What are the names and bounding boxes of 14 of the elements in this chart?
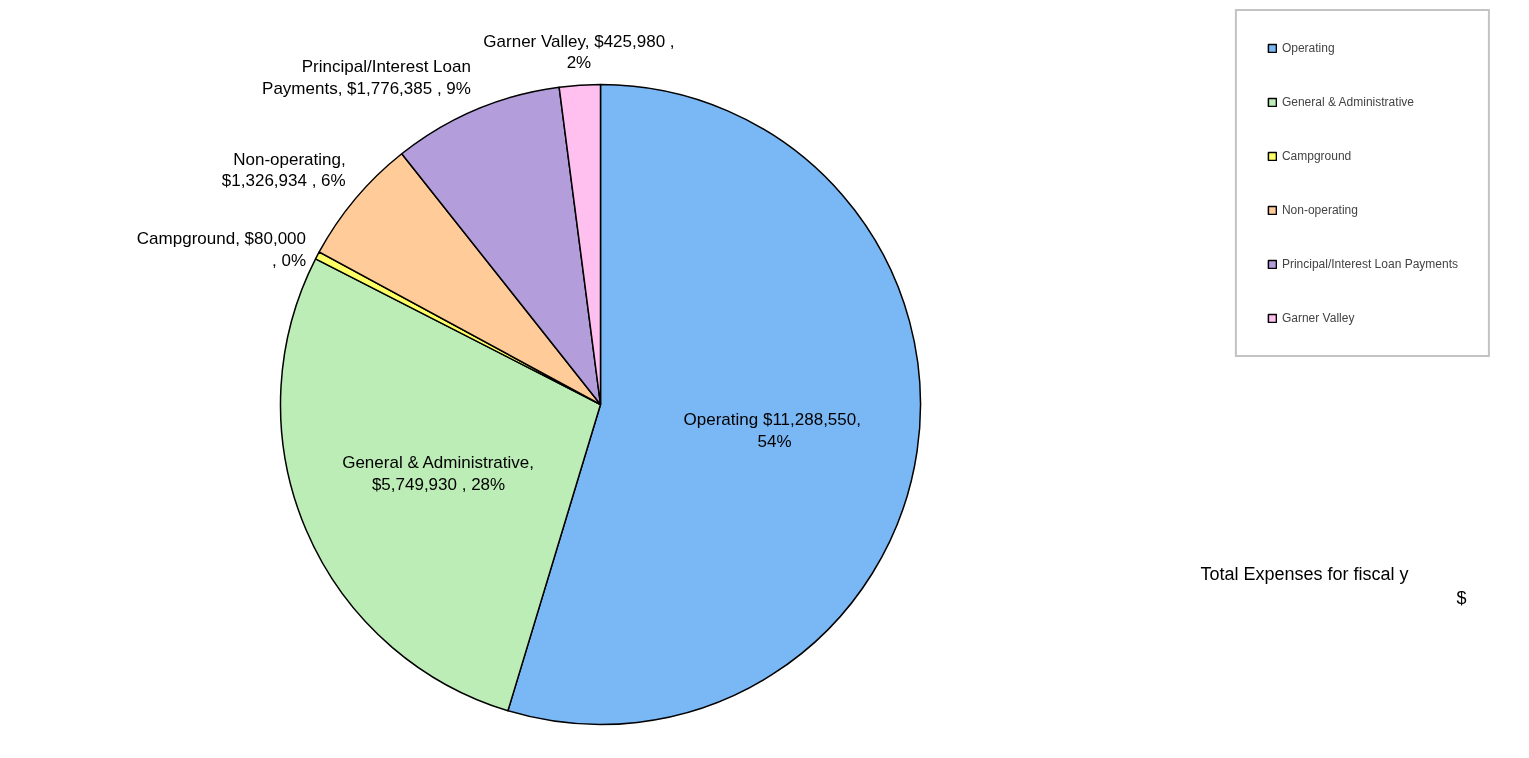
data-label: Non-operating, $1,326,934 , 6%	[221, 149, 346, 191]
text: Total Expenses for fiscal y	[1200, 564, 1409, 585]
data-label: Operating $11,288,550, 54%	[683, 409, 861, 451]
data-label: General & Administrative, $5,749,930 , 28%	[342, 453, 534, 494]
data-label: Garner Valley, $425,980 , 2%	[483, 31, 675, 73]
data-label: Campground, $80,000 , 0%	[136, 229, 307, 270]
legend-label: Garner Valley	[1281, 311, 1355, 325]
data-label: Principal/Interest Loan Payments, $1,776,385 , 9%	[262, 57, 471, 98]
legend-label: Campground	[1281, 149, 1352, 163]
legend-label: Non-operating	[1281, 203, 1358, 217]
legend-label: General & Administrative	[1281, 95, 1414, 109]
legend-label: Principal/Interest Loan Payments	[1281, 257, 1458, 271]
text: $	[1456, 588, 1467, 609]
legend-label: Operating	[1281, 41, 1335, 55]
